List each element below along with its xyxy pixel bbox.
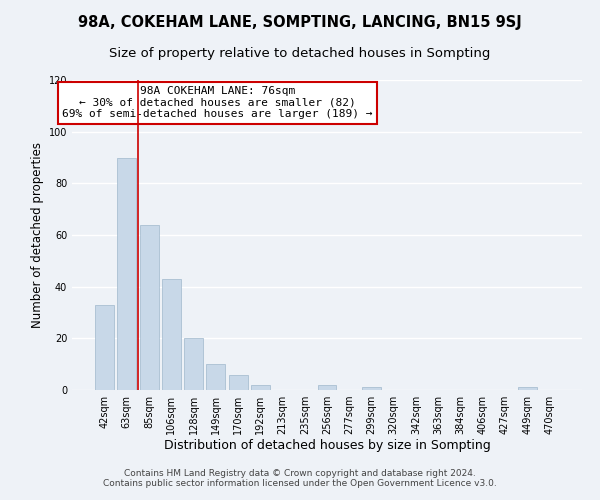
Bar (229, 374, 248, 390)
Text: Size of property relative to detached houses in Sompting: Size of property relative to detached ho… (109, 48, 491, 60)
X-axis label: Distribution of detached houses by size in Sompting: Distribution of detached houses by size … (164, 438, 490, 452)
Text: Contains HM Land Registry data © Crown copyright and database right 2024.: Contains HM Land Registry data © Crown c… (124, 468, 476, 477)
Text: 98A, COKEHAM LANE, SOMPTING, LANCING, BN15 9SJ: 98A, COKEHAM LANE, SOMPTING, LANCING, BN… (78, 15, 522, 30)
Bar (251, 385, 270, 390)
Bar (95, 304, 114, 390)
Text: 98A COKEHAM LANE: 76sqm
← 30% of detached houses are smaller (82)
69% of semi-de: 98A COKEHAM LANE: 76sqm ← 30% of detache… (62, 86, 373, 120)
Bar (206, 364, 225, 390)
Bar (518, 388, 536, 390)
Bar (317, 385, 337, 390)
Y-axis label: Number of detached properties: Number of detached properties (31, 142, 44, 328)
Text: Contains public sector information licensed under the Open Government Licence v3: Contains public sector information licen… (103, 478, 497, 488)
Bar (140, 224, 158, 390)
Bar (118, 158, 136, 390)
Bar (184, 338, 203, 390)
Bar (162, 279, 181, 390)
Bar (362, 388, 381, 390)
